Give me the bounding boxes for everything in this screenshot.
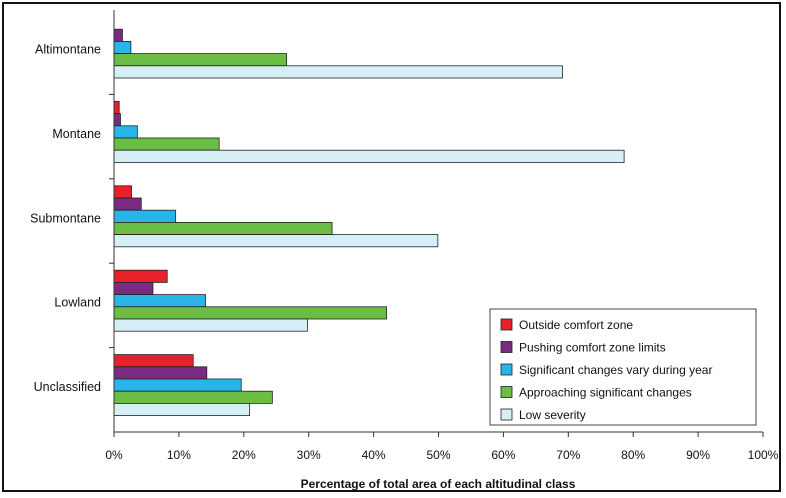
x-tick-label: 50% [426,448,450,462]
labels-group: Altimontane Montane Submontane Lowland Uncla… [30,42,779,462]
bar-unclassified-outside-comfort-zone [113,354,194,368]
bar-montane-low-severity [113,149,625,163]
legend-box [489,308,757,426]
x-axis-title: Percentage of total area of each altitud… [301,477,576,491]
bar-submontane-significant-changes-vary-during-year [113,209,177,223]
x-tick-label: 0% [105,448,123,462]
category-label-altimontane: Altimontane [35,42,101,56]
legend-swatch [500,363,513,376]
bar-unclassified-low-severity [113,402,251,416]
legend-label: Outside comfort zone [519,318,633,332]
bar-submontane-outside-comfort-zone [113,185,132,199]
legend-label: Significant changes vary during year [519,363,712,377]
category-label-montane: Montane [52,127,101,141]
bar-montane-pushing-comfort-zone-limits [113,113,121,127]
legend-swatch [500,341,513,353]
x-tick-label: 30% [297,448,321,462]
bar-montane-approaching-significant-changes [113,137,220,151]
bar-altimontane-significant-changes-vary-during-year [113,41,132,55]
bar-altimontane-low-severity [113,65,563,79]
chart-frame: Altimontane Montane Submontane Lowland Uncla… [2,2,781,492]
bar-lowland-outside-comfort-zone [113,269,168,283]
chart-svg: Altimontane Montane Submontane Lowland Uncla… [30,10,779,491]
bar-lowland-low-severity [113,318,308,332]
bar-unclassified-significant-changes-vary-during-year [113,378,242,392]
bar-unclassified-pushing-comfort-zone-limits [113,366,208,380]
category-label-lowland: Lowland [54,296,101,310]
legend-label: Pushing comfort zone limits [519,341,666,355]
x-tick-label: 70% [556,448,580,462]
x-tick-label: 100% [748,448,779,462]
x-tick-label: 90% [686,448,710,462]
bar-lowland-pushing-comfort-zone-limits [113,281,154,295]
legend: Outside comfort zone Pushing comfort zone… [489,308,757,426]
legend-label: Low severity [519,408,586,422]
bar-lowland-significant-changes-vary-during-year [113,294,206,308]
bars-group [113,28,625,416]
x-tick-label: 80% [621,448,645,462]
legend-swatch [500,386,513,398]
x-tick-label: 20% [232,448,256,462]
bar-altimontane-pushing-comfort-zone-limits [113,28,123,42]
category-label-submontane: Submontane [30,211,101,225]
bar-altimontane-approaching-significant-changes [113,53,288,67]
bar-montane-outside-comfort-zone [113,101,120,115]
bar-unclassified-approaching-significant-changes [113,390,273,404]
bar-submontane-pushing-comfort-zone-limits [113,197,142,211]
legend-swatch [500,408,513,421]
x-tick-label: 10% [167,448,191,462]
bar-montane-significant-changes-vary-during-year [113,125,138,139]
bar-submontane-approaching-significant-changes [113,221,333,235]
bar-submontane-low-severity [113,234,439,248]
x-tick-label: 60% [491,448,515,462]
legend-swatch [500,318,513,331]
bar-lowland-approaching-significant-changes [113,306,387,320]
x-tick-label: 40% [362,448,386,462]
category-label-unclassified: Unclassified [34,380,101,394]
axes-group [109,10,764,437]
legend-label: Approaching significant changes [519,386,692,400]
